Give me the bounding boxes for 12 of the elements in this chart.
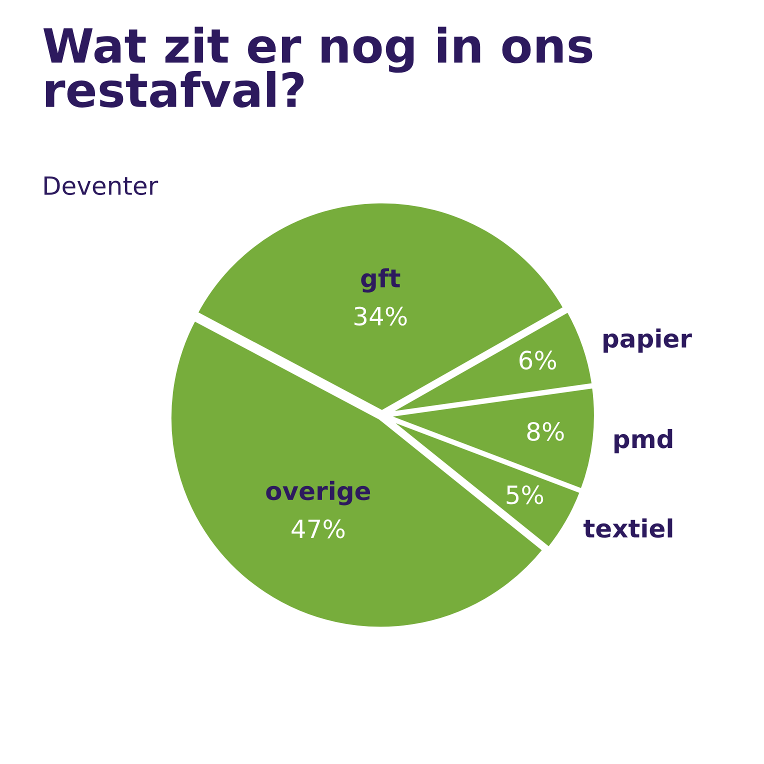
data-label: 34% [354, 306, 407, 326]
data-label: 47% [292, 519, 345, 538]
slice-label: textiel [584, 518, 672, 538]
data-label: 6% [520, 350, 556, 370]
slice-label: pmd [614, 429, 672, 454]
data-label: 5% [506, 485, 544, 504]
chart-subtitle: Deventer [44, 176, 158, 196]
data-label: 8% [527, 422, 564, 441]
slice-label: overige [266, 480, 370, 506]
chart-title: Wat zit er nog in ons restafval? [43, 26, 592, 108]
slice-label: gft [361, 268, 400, 293]
slice-label: papier [604, 328, 692, 353]
